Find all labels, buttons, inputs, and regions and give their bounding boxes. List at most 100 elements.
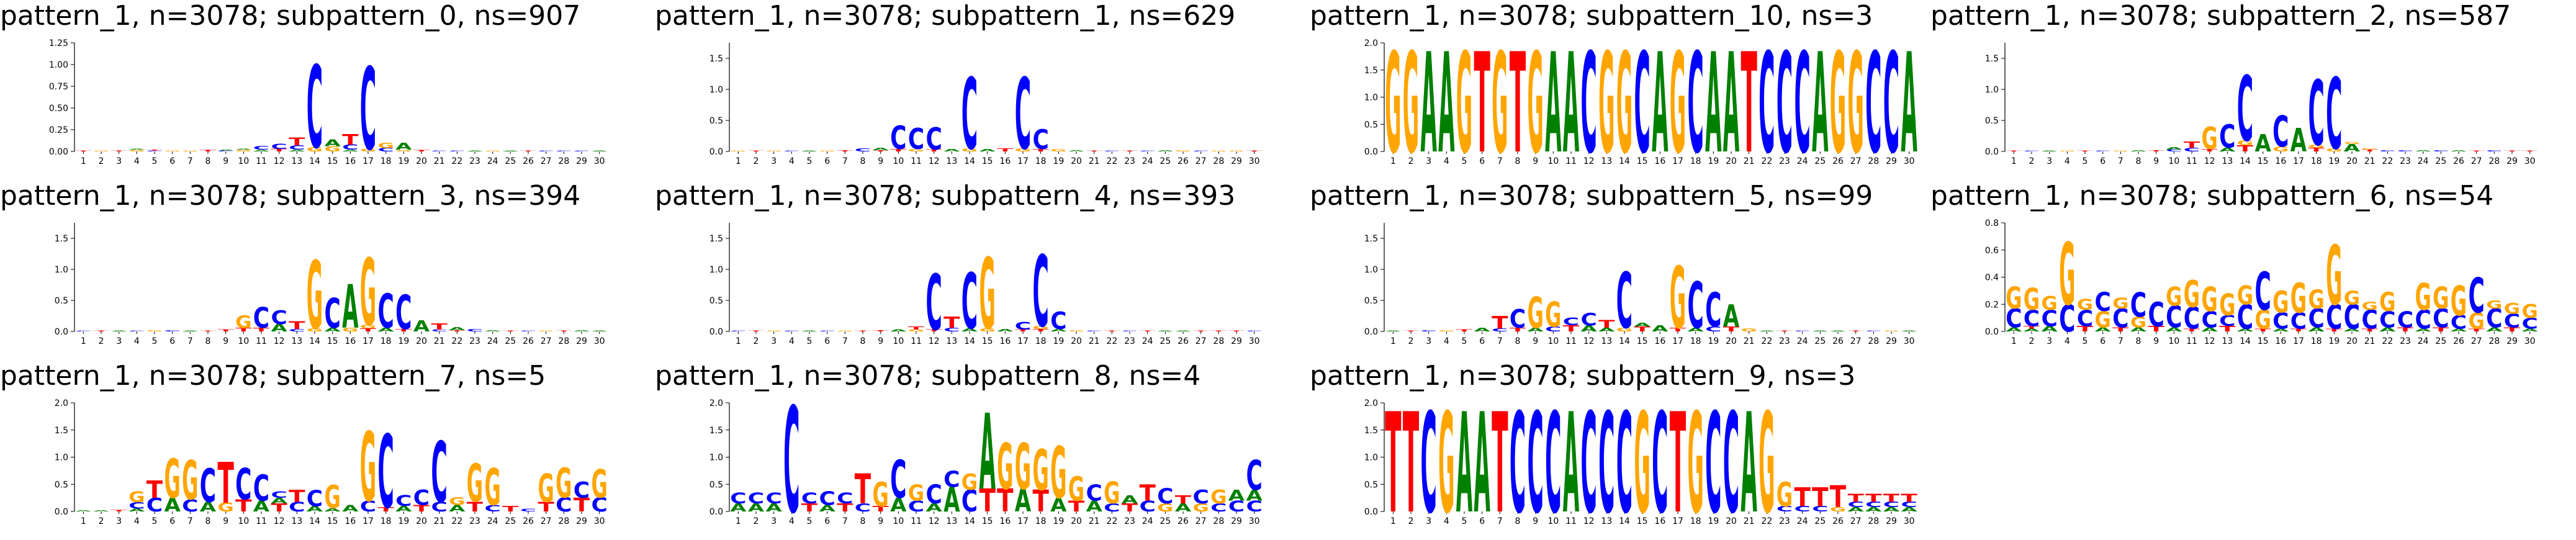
logo-letter-A: A <box>1812 331 1828 332</box>
logo-letter-A: A <box>2166 146 2182 150</box>
logo-letter-G: G <box>128 488 145 506</box>
logo-letter-T: T <box>2433 326 2450 333</box>
logo-letter-A: A <box>943 480 960 520</box>
x-tick-label: 2 <box>754 516 759 526</box>
logo-letter-C: C <box>765 490 781 507</box>
logo-letter-A: A <box>1723 24 1739 184</box>
x-tick-label: 4 <box>1444 516 1449 526</box>
logo-letter-C: C <box>1616 258 1633 346</box>
logo-letter-C: C <box>1527 384 1543 540</box>
logo-letter-G: G <box>1210 486 1227 508</box>
logo-letter-C: C <box>1192 486 1209 508</box>
logo-letter-C: C <box>2077 305 2093 332</box>
x-tick-label: 29 <box>576 516 587 526</box>
x-tick-label: 22 <box>1106 336 1117 346</box>
logo-letter-C: C <box>1122 331 1138 332</box>
x-tick-label: 11 <box>2186 336 2197 346</box>
logo-letter-T: T <box>1670 327 1686 333</box>
x-tick-label: 24 <box>487 516 498 526</box>
x-tick-label: 2 <box>1408 336 1414 346</box>
logo-letter-G: G <box>2130 314 2146 331</box>
logo-letter-G: G <box>1068 469 1084 508</box>
logo-letter-C: C <box>2237 297 2253 336</box>
y-tick-label: 2.0 <box>709 398 723 408</box>
x-tick-label: 5 <box>1462 516 1467 526</box>
y-tick-label: 1.0 <box>709 85 723 95</box>
logo-letter-C: C <box>2433 150 2449 152</box>
logo-letter-G: G <box>360 240 376 347</box>
logo-letter-A: A <box>1652 323 1669 333</box>
logo-panel: pattern_1, n=3078; subpattern_0, ns=907 … <box>0 0 639 180</box>
logo-letter-T: T <box>1901 491 1917 504</box>
x-tick-label: 19 <box>398 336 409 346</box>
logo-letter-G: G <box>1050 432 1066 515</box>
x-tick-label: 24 <box>2418 336 2429 346</box>
logo-letter-G: G <box>2272 286 2289 320</box>
x-tick-label: 14 <box>964 516 975 526</box>
y-tick-label: 0.0 <box>1364 147 1378 157</box>
logo-letter-G: G <box>2219 288 2235 323</box>
x-tick-label: 21 <box>434 336 445 346</box>
x-tick-label: 10 <box>893 336 904 346</box>
x-tick-label: 23 <box>1124 516 1135 526</box>
logo-letter-A: A <box>2237 328 2254 333</box>
x-tick-label: 8 <box>2136 336 2141 346</box>
x-tick-label: 5 <box>2083 156 2088 166</box>
logo-letter-T: T <box>2468 328 2485 333</box>
logo-letter-T: T <box>235 327 251 333</box>
logo-letter-T: T <box>538 500 554 515</box>
sequence-logo-chart: 0.00.51.01.51 2 3 4 5 6 7 8 9 10 11 12 13 14 15 16 17 18 1… <box>1985 43 2538 171</box>
logo-letter-C: C <box>75 331 91 332</box>
logo-letter-T: T <box>1563 323 1580 333</box>
x-tick-label: 30 <box>1904 336 1915 346</box>
y-tick-label: 0.50 <box>49 104 68 114</box>
logo-letter-C: C <box>1812 505 1828 513</box>
x-tick-label: 27 <box>2471 156 2482 166</box>
logo-letter-A: A <box>253 498 269 515</box>
logo-letter-T: T <box>925 329 942 332</box>
logo-letter-C: C <box>395 286 412 340</box>
logo-letter-T: T <box>2201 148 2218 152</box>
x-tick-label: 11 <box>911 156 922 166</box>
x-tick-label: 29 <box>1886 336 1897 346</box>
x-tick-label: 30 <box>1249 156 1260 166</box>
x-tick-label: 22 <box>1761 516 1772 526</box>
logo-letter-C: C <box>146 150 163 151</box>
x-tick-label: 12 <box>1583 516 1595 526</box>
logo-letter-G: G <box>2361 299 2377 312</box>
sequence-logo-chart: 0.00.20.40.60.81 2 3 4 5 6 7 8 9 10 11 12 13 14 15 16 17… <box>1985 218 2539 346</box>
x-tick-label: 27 <box>1850 516 1862 526</box>
logo-letter-C: C <box>2308 304 2324 334</box>
x-tick-label: 9 <box>1533 336 1538 346</box>
panel-title: pattern_1, n=3078; subpattern_1, ns=629 <box>655 0 1236 32</box>
x-tick-label: 6 <box>1479 516 1485 526</box>
logo-letter-G: G <box>1687 384 1703 540</box>
logo-letter-C: C <box>2486 150 2502 152</box>
x-tick-label: 6 <box>169 516 175 526</box>
logo-letter-C: C <box>271 307 287 328</box>
logo-letter-C: C <box>1794 505 1810 513</box>
logo-letter-C: C <box>520 331 536 332</box>
logo-letter-G: G <box>2184 272 2200 316</box>
x-tick-label: 5 <box>2083 336 2088 346</box>
logo-letter-C: C <box>1616 384 1633 540</box>
logo-letter-T: T <box>2184 328 2200 333</box>
logo-letter-C: C <box>431 425 447 522</box>
logo-letter-G: G <box>1847 24 1863 184</box>
x-tick-label: 18 <box>1035 156 1047 166</box>
x-tick-label: 25 <box>1160 516 1171 526</box>
logo-letter-T: T <box>1723 325 1740 333</box>
x-tick-label: 29 <box>2506 336 2518 346</box>
logo-letter-T: T <box>2184 140 2200 150</box>
x-tick-label: 17 <box>363 516 374 526</box>
logo-letter-A: A <box>1598 327 1615 333</box>
x-tick-label: 26 <box>1178 516 1189 526</box>
logo-letter-C: C <box>1794 24 1810 184</box>
logo-letter-A: A <box>449 326 466 331</box>
logo-letter-C: C <box>217 150 233 151</box>
x-tick-label: 13 <box>291 516 302 526</box>
x-tick-label: 24 <box>2418 156 2429 166</box>
x-tick-label: 1 <box>1390 336 1396 346</box>
x-tick-label: 4 <box>789 516 795 526</box>
logo-letter-T: T <box>1847 331 1864 332</box>
